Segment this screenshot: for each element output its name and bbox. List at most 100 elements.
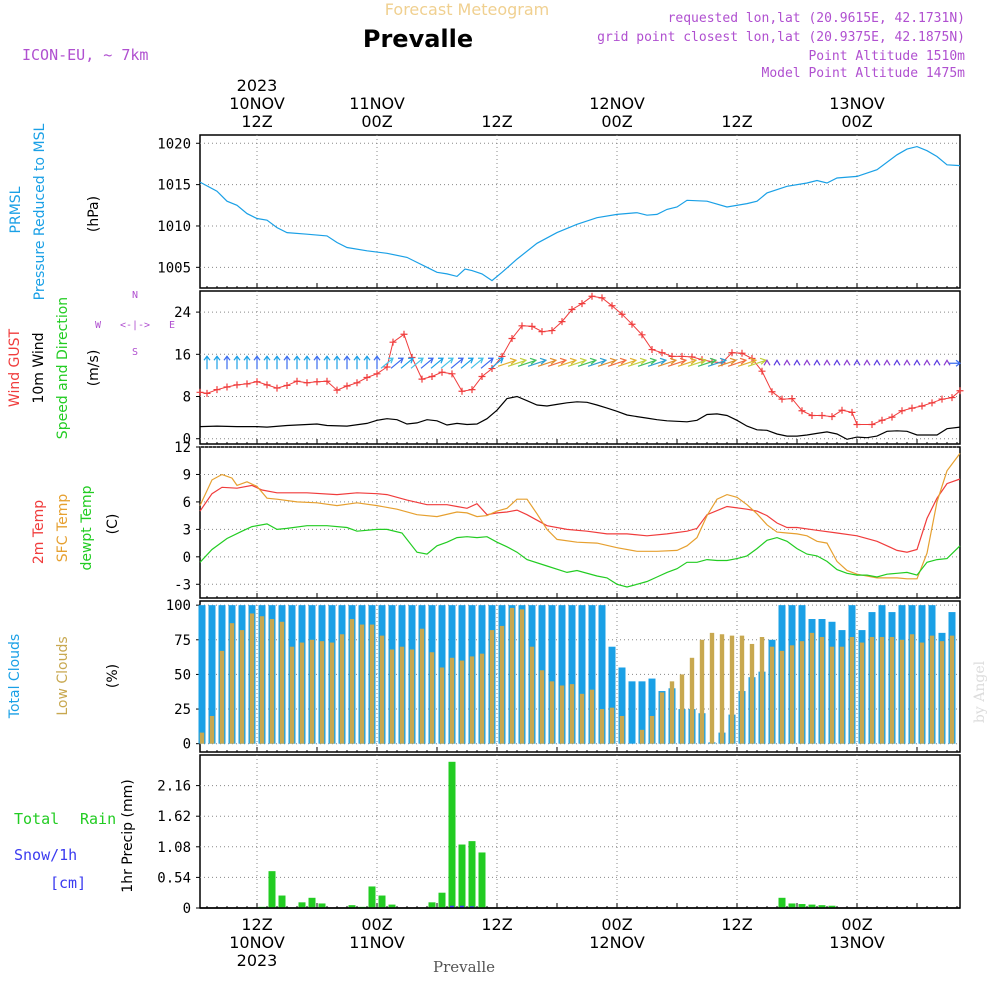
low-cloud-bar [769,646,775,744]
gust-marker [343,382,351,390]
low-cloud-bar [679,674,685,744]
precip-bar [478,852,486,908]
time-label-bottom: 12Z [721,915,752,934]
low-cloud-bar [499,625,505,744]
wind-direction-arrow [470,357,484,369]
precip-ytick-label: 0.54 [157,870,191,886]
gust-line [199,295,961,425]
gust-marker [578,300,586,308]
precip-bar [428,902,436,908]
gust-marker [373,370,381,378]
low-cloud-bar [839,646,845,744]
temp-ytick-label: 3 [183,522,191,538]
compass-rose: <-|-> [120,320,150,331]
low-cloud-bar [729,635,735,744]
low-cloud-bar [779,650,785,744]
credit-watermark: by Angel [972,660,988,723]
clouds-panel: 0 25 50 75 100 [166,598,961,753]
low-cloud-bar [919,642,925,744]
precip-bar [378,895,386,908]
compass-e: E [169,320,175,331]
precip-bar [808,904,816,908]
low-cloud-bar [689,657,695,744]
wind10-line [199,395,961,440]
gust-marker [868,420,876,428]
low-cloud-bar [449,657,455,744]
gust-marker [273,384,281,392]
gust-marker [628,320,636,328]
time-label-bottom: 12Z [241,915,272,934]
wind-direction-arrow [617,357,638,367]
wind-direction-arrow [273,355,281,370]
wind-direction-arrow [480,357,494,369]
wind-direction-arrow [707,357,728,367]
gust-marker [438,368,446,376]
total-cloud-bar [648,678,656,744]
low-cloud-bar [849,637,855,744]
watermark-title: Forecast Meteogram [385,0,549,19]
wind-direction-arrow [657,357,678,367]
wind-ytick-label: 24 [174,305,191,321]
footer-station: Prevalle [433,958,495,976]
low-cloud-bar [659,692,665,744]
gust-marker [383,363,391,371]
compass-w: W [95,320,102,331]
wind-direction-arrow [667,357,688,367]
time-label-top: 12Z [721,112,752,131]
wind-direction-arrow [697,357,718,367]
time-label-bottom: 12Z [481,915,512,934]
low-cloud-bar [789,645,795,744]
wind-direction-arrow [687,357,708,367]
time-label-top: 2023 [237,76,278,95]
wind-direction-arrow [353,355,361,370]
time-label-bottom: 00Z [601,915,632,934]
wind-direction-arrow [677,357,698,367]
dewpoint-line [199,523,961,588]
wind-direction-arrow [913,359,921,366]
time-label-top: 13NOV [829,94,885,113]
gust-marker [608,302,616,310]
time-label-top: 11NOV [349,94,405,113]
snow-bar [450,905,454,908]
point-altitude: Point Altitude 1510m [808,49,965,64]
gust-marker [243,380,251,388]
sfc-temp-line [199,453,961,580]
precip-bar [388,904,396,908]
wind-direction-arrow [253,355,261,370]
wind-direction-arrow [293,355,301,370]
gust-marker [323,377,331,385]
precip-frame [199,754,961,909]
low-cloud-bar [899,639,905,744]
precip-ytick-label: 0 [183,901,191,917]
time-label-bottom: 12NOV [589,933,645,952]
clouds-ytick-label: 25 [174,702,191,718]
gust-marker [908,404,916,412]
gust-marker [283,381,291,389]
wind-direction-arrow [460,357,474,369]
prmsl-desc-label: Pressure Reduced to MSL [32,123,48,300]
total-cloud-bar [208,605,216,744]
wind-direction-arrow [587,357,608,367]
low-cloud-bar [619,715,625,744]
wind-direction-arrow [363,355,371,370]
gust-label: Wind GUST [7,328,23,407]
low-cloud-bar [409,649,415,744]
low-cloud-bar [719,634,725,744]
low-cloud-bar [939,641,945,744]
temp-labels: 2m Temp SFC Temp dewpt Temp (C) [31,485,121,570]
total-cloud-bar [618,667,626,744]
low-cloud-bar [889,637,895,744]
low-cloud-bar [599,709,605,744]
wind-direction-arrow [717,357,738,367]
gust-marker [648,346,656,354]
gust-marker [468,386,476,394]
wind-direction-arrow [527,357,548,367]
wind-direction-arrow [737,357,758,367]
wind-direction-arrow [597,357,618,367]
low-cloud-bar [869,637,875,744]
total-cloud-bar [598,605,606,744]
low-cloud-bar [199,732,205,744]
precip-bar [278,895,286,908]
low-cloud-bar [589,689,595,744]
